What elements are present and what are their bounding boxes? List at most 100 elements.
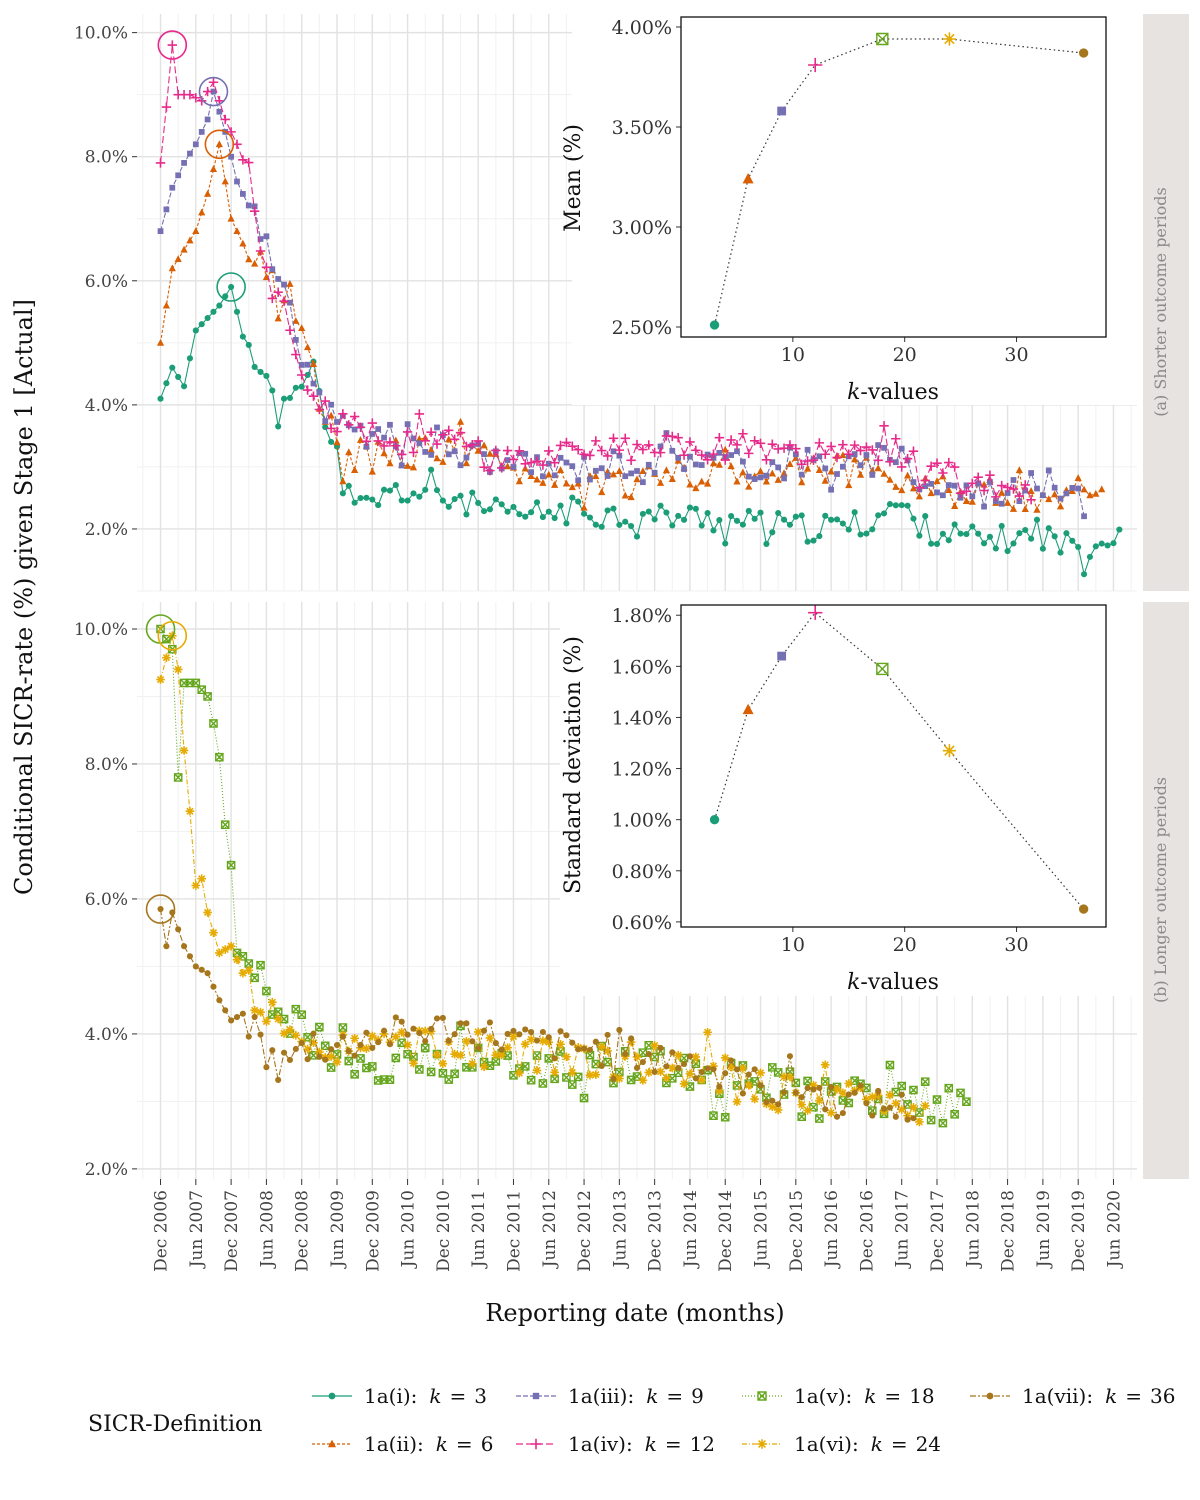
point-1a(i) xyxy=(528,509,535,516)
point-1a(iii) xyxy=(657,443,664,450)
point-1a(vii) xyxy=(392,1014,399,1021)
x-tick-label: Jun 2019 xyxy=(1034,1190,1054,1269)
point-1a(iii) xyxy=(881,444,887,451)
point-1a(v) xyxy=(550,1074,559,1084)
point-1a(v) xyxy=(250,973,259,983)
point-1a(vii) xyxy=(380,1027,388,1034)
point-1a(vi) xyxy=(556,1039,565,1049)
point-1a(v) xyxy=(203,692,212,701)
point-1a(iii) xyxy=(857,462,864,469)
point-1a(iii) xyxy=(775,464,782,471)
legend-label: 1a(iv): k = 12 xyxy=(568,1432,715,1456)
point-1a(vii) xyxy=(851,1089,858,1096)
point-1a(ii) xyxy=(703,479,712,487)
point-1a(iv) xyxy=(1008,484,1019,494)
point-1a(vii) xyxy=(845,1091,852,1098)
x-tick-label: Dec 2011 xyxy=(504,1190,524,1272)
point-1a(iii) xyxy=(175,172,182,179)
point-1a(v) xyxy=(932,1095,942,1104)
point-1a(iv) xyxy=(761,455,772,465)
point-1a(iii) xyxy=(763,472,770,479)
point-1a(v) xyxy=(573,1072,583,1082)
point-1a(vi) xyxy=(226,941,236,951)
point-1a(iv) xyxy=(397,449,407,460)
point-1a(vii) xyxy=(498,1046,505,1053)
point-1a(ii) xyxy=(309,360,318,368)
point-1a(vii) xyxy=(645,1051,652,1058)
point-1a(vii) xyxy=(351,1052,358,1059)
point-1a(iii) xyxy=(716,449,723,456)
point-1a(ii) xyxy=(839,451,847,459)
point-1a(vii) xyxy=(880,1105,888,1112)
point-1a(i) xyxy=(216,302,223,309)
legend-label-k-value: 3 xyxy=(474,1384,487,1408)
point-1a(ii) xyxy=(286,280,294,287)
point-1a(iii) xyxy=(587,476,593,483)
point-1a(iv) xyxy=(208,77,219,87)
point-1a(i) xyxy=(669,522,676,529)
legend-label-name: 1a(iii): xyxy=(568,1384,634,1408)
point-1a(vi) xyxy=(203,908,212,917)
point-1a(vi) xyxy=(709,1061,718,1071)
point-1a(ii) xyxy=(903,471,912,479)
point-1a(iii) xyxy=(540,473,546,480)
point-1a(i) xyxy=(322,424,329,431)
point-1a(v) xyxy=(415,1065,424,1074)
point-1a(i) xyxy=(957,530,964,537)
point-1a(ii) xyxy=(592,472,600,480)
point-1a(i) xyxy=(904,502,911,509)
point-1a(vii) xyxy=(869,1112,876,1119)
point-1a(iii) xyxy=(463,454,470,461)
point-1a(vi) xyxy=(544,1037,554,1047)
point-1a(v) xyxy=(162,634,171,644)
point-1a(i) xyxy=(1045,525,1052,532)
point-1a(vi) xyxy=(873,1091,883,1100)
point-1a(i) xyxy=(1039,545,1046,552)
point-1a(vi) xyxy=(744,1080,754,1090)
point-1a(i) xyxy=(210,308,217,315)
point-1a(iii) xyxy=(834,471,840,477)
point-1a(v) xyxy=(926,1115,936,1125)
point-1a(iii) xyxy=(187,150,193,157)
point-1a(i) xyxy=(563,520,570,527)
point-1a(i) xyxy=(1028,535,1035,542)
point-1a(ii) xyxy=(168,264,176,272)
point-1a(vii) xyxy=(657,1044,664,1052)
point-1a(iv) xyxy=(432,439,442,449)
point-1a(i) xyxy=(257,368,264,376)
point-1a(ii) xyxy=(798,478,806,486)
point-1a(iv) xyxy=(291,349,301,360)
inset_sd-point-1a(vi) xyxy=(942,744,957,758)
point-1a(iv) xyxy=(573,445,583,455)
point-1a(vii) xyxy=(763,1099,770,1106)
point-1a(iii) xyxy=(622,473,629,480)
point-1a(vi) xyxy=(832,1084,842,1094)
point-1a(v) xyxy=(962,1097,971,1106)
point-1a(i) xyxy=(775,509,782,517)
point-1a(iv) xyxy=(579,449,589,459)
legend-key-marker xyxy=(328,1439,336,1448)
point-1a(iii) xyxy=(251,203,258,210)
point-1a(i) xyxy=(469,489,476,496)
inset_mean-y-tick-label: 4.00% xyxy=(612,17,672,39)
inset_sd-y-tick-label: 0.60% xyxy=(612,912,672,934)
inset-mean-xlabel-rest: -values xyxy=(860,380,939,405)
point-1a(ii) xyxy=(192,227,200,235)
point-1a(vi) xyxy=(738,1063,748,1073)
point-1a(vii) xyxy=(910,1115,917,1122)
point-1a(i) xyxy=(922,513,929,520)
inset_sd-point-1a(iv) xyxy=(808,605,823,620)
point-1a(vi) xyxy=(632,1052,642,1062)
point-1a(ii) xyxy=(580,503,588,511)
point-1a(ii) xyxy=(486,449,494,457)
point-1a(iii) xyxy=(945,482,952,488)
point-1a(i) xyxy=(839,520,846,527)
point-1a(vii) xyxy=(633,1064,641,1071)
point-1a(ii) xyxy=(1021,505,1029,513)
point-1a(iii) xyxy=(257,236,264,242)
point-1a(v) xyxy=(309,1051,318,1060)
point-1a(iv) xyxy=(479,462,489,472)
point-1a(ii) xyxy=(527,472,535,480)
point-1a(vii) xyxy=(745,1071,752,1078)
point-1a(vii) xyxy=(486,1019,494,1026)
